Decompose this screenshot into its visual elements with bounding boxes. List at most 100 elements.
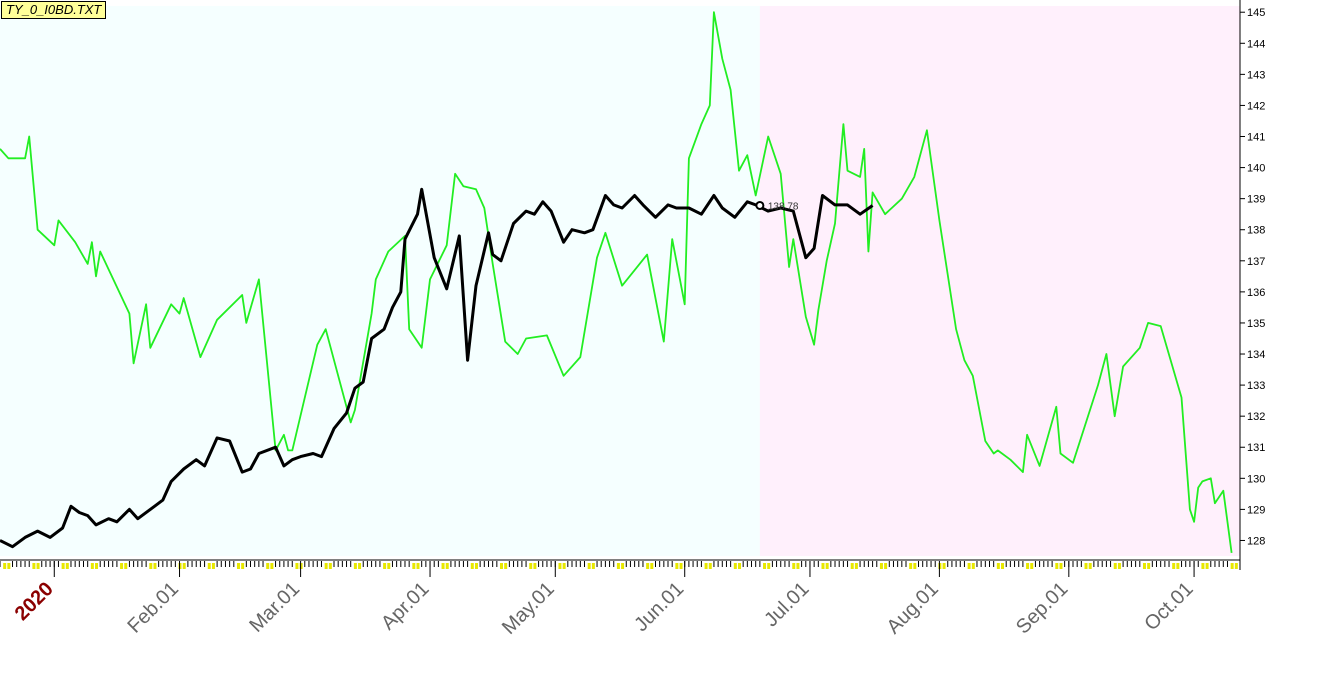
weekend-marker <box>650 563 654 569</box>
weekend-marker <box>1055 563 1059 569</box>
x-tick-label: Jul.01 <box>760 578 813 631</box>
weekend-marker <box>558 563 562 569</box>
y-tick-label: 137 <box>1247 256 1265 268</box>
weekend-marker <box>32 563 36 569</box>
weekend-marker <box>708 563 712 569</box>
weekend-marker <box>1234 563 1238 569</box>
weekend-marker <box>445 563 449 569</box>
weekend-marker <box>733 563 737 569</box>
weekend-marker <box>821 563 825 569</box>
x-year-label: 2020 <box>11 578 58 625</box>
weekend-marker <box>737 563 741 569</box>
y-tick-label: 128 <box>1247 535 1265 547</box>
x-tick-label: Mar.01 <box>245 578 304 637</box>
y-tick-label: 135 <box>1247 318 1265 330</box>
weekend-marker <box>207 563 211 569</box>
weekend-marker <box>942 563 946 569</box>
last-value-marker <box>755 200 765 210</box>
series-layer: 138.78 <box>0 11 1233 554</box>
weekend-marker <box>767 563 771 569</box>
weekend-marker <box>909 563 913 569</box>
projection-line-green <box>0 11 1233 554</box>
weekend-marker <box>1026 563 1030 569</box>
x-tick-label: Apr.01 <box>377 578 433 634</box>
y-tick-label: 145 <box>1247 7 1265 19</box>
y-tick-label: 139 <box>1247 194 1265 206</box>
weekend-marker <box>504 563 508 569</box>
weekend-marker <box>533 563 537 569</box>
weekend-marker <box>763 563 767 569</box>
weekend-marker <box>153 563 157 569</box>
x-tick-label: Jun.01 <box>630 578 688 636</box>
weekend-marker <box>441 563 445 569</box>
x-tick-label: Feb.01 <box>123 578 183 638</box>
weekend-marker <box>704 563 708 569</box>
weekend-marker <box>1088 563 1092 569</box>
weekend-marker <box>120 563 124 569</box>
x-tick-label: Aug.01 <box>883 578 943 638</box>
weekend-marker <box>353 563 357 569</box>
weekend-marker <box>61 563 65 569</box>
weekend-marker <box>1147 563 1151 569</box>
y-tick-label: 133 <box>1247 380 1265 392</box>
weekend-marker <box>474 563 478 569</box>
y-tick-label: 144 <box>1247 38 1265 50</box>
y-tick-label: 141 <box>1247 132 1265 144</box>
weekend-marker <box>792 563 796 569</box>
x-tick-label: Sep.01 <box>1012 578 1072 638</box>
weekend-marker <box>149 563 153 569</box>
weekend-marker <box>324 563 328 569</box>
weekend-marker <box>591 563 595 569</box>
weekend-marker <box>412 563 416 569</box>
y-tick-label: 142 <box>1247 100 1265 112</box>
y-tick-label: 130 <box>1247 473 1265 485</box>
weekend-marker <box>825 563 829 569</box>
last-value-label: 138.78 <box>768 201 799 212</box>
weekend-marker <box>182 563 186 569</box>
weekend-marker <box>616 563 620 569</box>
weekend-marker <box>3 563 7 569</box>
weekend-marker <box>1142 563 1146 569</box>
future-region-background <box>759 6 1240 556</box>
weekend-marker <box>90 563 94 569</box>
weekend-marker <box>270 563 274 569</box>
weekend-marker <box>328 563 332 569</box>
weekend-marker <box>211 563 215 569</box>
weekend-marker <box>854 563 858 569</box>
weekend-marker <box>562 563 566 569</box>
y-tick-label: 134 <box>1247 349 1265 361</box>
y-tick-label: 138 <box>1247 225 1265 237</box>
weekend-marker <box>1117 563 1121 569</box>
weekend-marker <box>884 563 888 569</box>
weekend-marker <box>36 563 40 569</box>
y-axis: 128 129 130 131 132 133 134 135 136 137 138 139 140 1… <box>1239 0 1265 570</box>
weekend-marker <box>796 563 800 569</box>
x-tick-label: May.01 <box>498 578 559 639</box>
x-axis: 2020 Feb.01 Mar.01 Apr.01 May.01 Jun.01 Jul.01… <box>0 559 1241 639</box>
weekend-marker <box>266 563 270 569</box>
weekend-marker <box>621 563 625 569</box>
weekend-marker <box>913 563 917 569</box>
y-tick-label: 136 <box>1247 287 1265 299</box>
weekend-marker <box>500 563 504 569</box>
weekend-marker <box>95 563 99 569</box>
file-name-label: TY_0_I0BD.TXT <box>1 1 107 19</box>
weekend-marker <box>1030 563 1034 569</box>
weekend-marker <box>236 563 240 569</box>
weekend-marker <box>7 563 11 569</box>
weekend-marker <box>1205 563 1209 569</box>
weekend-marker <box>971 563 975 569</box>
weekend-marker <box>416 563 420 569</box>
weekend-marker <box>387 563 391 569</box>
weekend-marker <box>65 563 69 569</box>
y-tick-label: 129 <box>1247 504 1265 516</box>
weekend-marker <box>295 563 299 569</box>
price-line-black <box>0 187 874 549</box>
weekend-marker <box>529 563 533 569</box>
weekend-marker <box>879 563 883 569</box>
weekend-marker <box>1001 563 1005 569</box>
weekend-marker <box>1059 563 1063 569</box>
weekend-marker <box>850 563 854 569</box>
weekend-marker <box>1172 563 1176 569</box>
